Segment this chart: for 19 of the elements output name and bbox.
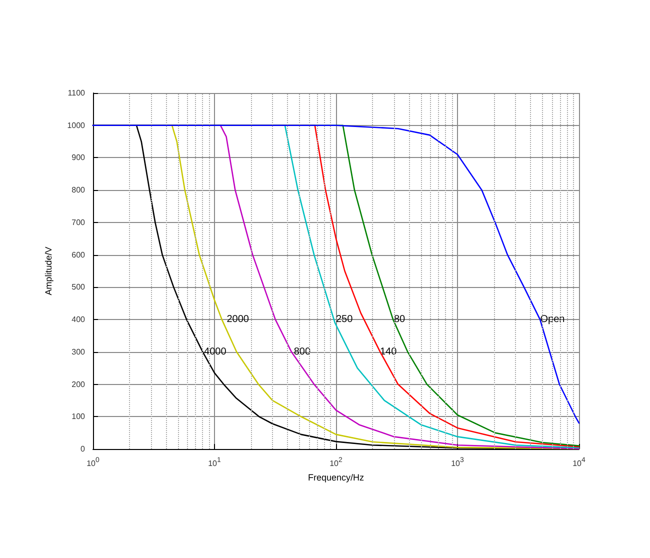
y-tick-label: 300 xyxy=(72,347,86,356)
y-tick-label: 500 xyxy=(72,282,86,292)
annotation: 2000 xyxy=(226,314,250,326)
annotation: 250 xyxy=(336,314,354,326)
y-tick-label: 100 xyxy=(72,412,86,422)
x-axis-title: Frequency/Hz xyxy=(308,472,365,482)
annotation: 140 xyxy=(380,346,398,358)
y-tick-label: 400 xyxy=(72,315,86,324)
y-tick-label: 200 xyxy=(72,380,86,389)
y-tick-label: 1100 xyxy=(68,88,86,98)
annotation: 80 xyxy=(394,314,406,326)
y-tick-label: 700 xyxy=(72,218,86,227)
y-axis-title: Amplitude/V xyxy=(44,246,54,296)
y-tick-label: 1000 xyxy=(67,120,86,130)
y-tick-label: 900 xyxy=(72,153,86,162)
y-tick-label: 600 xyxy=(72,250,86,260)
annotation: 4000 xyxy=(204,346,227,358)
y-tick-label: 800 xyxy=(72,186,86,195)
y-tick-label: 0 xyxy=(80,444,86,454)
